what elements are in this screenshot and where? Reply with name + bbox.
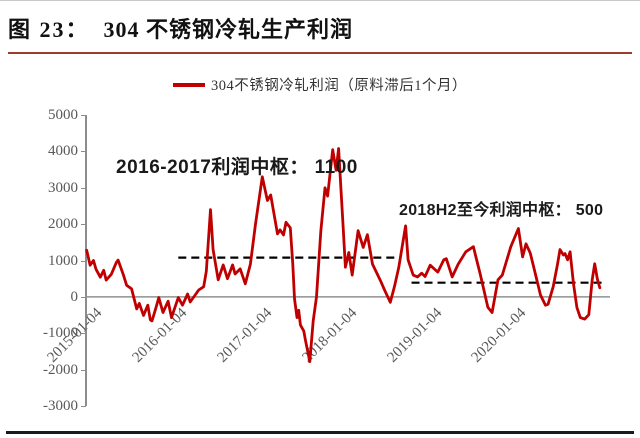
y-tick-label: -1000 — [43, 325, 78, 342]
y-tick-label: 5000 — [48, 107, 78, 123]
top-divider — [0, 0, 640, 1]
figure-title-row: 图 23： 304 不锈钢冷轧生产利润 — [8, 8, 632, 48]
y-tick-label: 0 — [70, 288, 79, 305]
y-tick-label: -2000 — [43, 361, 78, 378]
y-axis-spine — [85, 115, 87, 406]
annotation-2016-2017-center: 2016-2017利润中枢： 1100 — [116, 157, 358, 178]
y-tick-label: 4000 — [48, 143, 78, 160]
y-tick-label: 3000 — [48, 179, 78, 196]
y-tick-mark — [81, 296, 86, 298]
legend-series-label: 304不锈钢冷轧利润（原料滞后1个月） — [211, 78, 467, 94]
title-underline — [8, 52, 632, 54]
figure-title: 304 不锈钢冷轧生产利润 — [103, 17, 354, 42]
y-tick-mark — [81, 406, 86, 407]
y-tick-label: -3000 — [43, 398, 78, 414]
profit-line-chart — [85, 147, 610, 364]
profit-line-series — [85, 147, 602, 364]
y-tick-mark — [81, 333, 86, 335]
y-tick-label: 1000 — [48, 252, 78, 269]
y-tick-mark — [81, 187, 86, 189]
bottom-divider — [6, 431, 634, 434]
y-tick-mark — [81, 260, 86, 262]
y-tick-label: 2000 — [48, 216, 78, 233]
y-tick-mark — [81, 369, 86, 371]
figure-number-label: 图 23： — [8, 17, 90, 42]
y-tick-mark — [81, 224, 86, 226]
y-tick-mark — [81, 151, 86, 153]
y-tick-mark — [81, 115, 86, 116]
annotation-2018h2-center: 2018H2至今利润中枢： 500 — [399, 202, 604, 219]
legend-line-marker — [173, 82, 205, 87]
chart-legend: 304不锈钢冷轧利润（原料滞后1个月） — [0, 74, 640, 95]
